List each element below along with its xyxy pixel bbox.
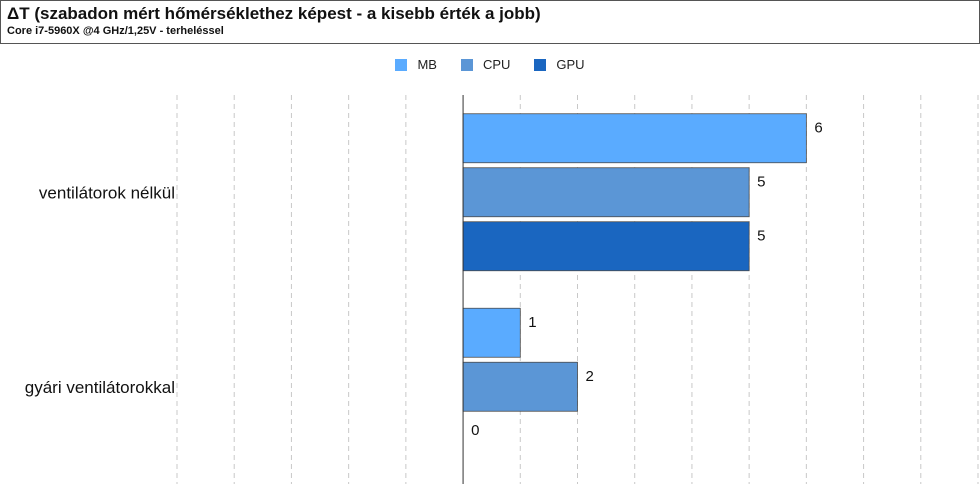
chart-legend: MB CPU GPU [0,57,980,74]
legend-swatch [395,58,408,71]
bar [462,113,807,164]
legend-item: GPU [534,57,585,72]
bar [462,221,750,272]
legend-label: CPU [482,57,511,72]
chart-subtitle: Core i7-5960X @4 GHz/1,25V - terheléssel [7,25,224,37]
chart-title: ΔT (szabadon mért hőmérséklethez képest … [7,4,541,23]
legend-swatch [460,58,473,71]
category-label: gyári ventilátorokkal [25,378,175,397]
legend-item: CPU [460,57,511,72]
bar [462,307,521,358]
data-label: 0 [471,422,479,439]
legend-label: GPU [556,57,585,72]
data-label: 5 [757,173,765,190]
bar [462,167,750,218]
category-label: ventilátorok nélkül [39,183,175,202]
data-label: 2 [586,368,594,385]
data-label: 6 [814,119,822,136]
legend-item: MB [395,57,437,72]
data-label: 5 [757,227,765,244]
data-label: 1 [528,314,536,331]
legend-swatch [534,58,547,71]
legend-label: MB [417,57,437,72]
chart-header: ΔT (szabadon mért hőmérséklethez képest … [0,0,980,44]
bar [462,361,578,412]
